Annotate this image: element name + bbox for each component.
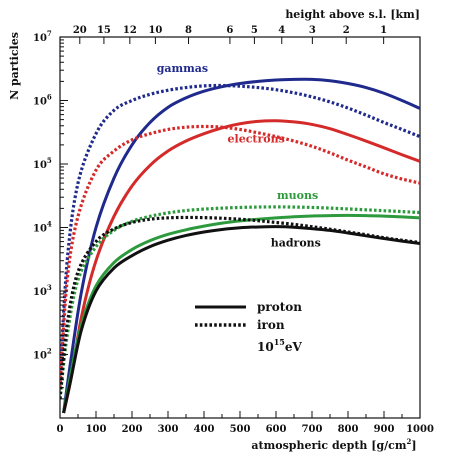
x-tick-label: 800 (338, 424, 359, 435)
y-tick-base: 10 (33, 351, 47, 362)
y-tick-label: 105 (33, 156, 52, 171)
top-tick-label: 4 (278, 25, 285, 36)
y-tick-base: 10 (33, 287, 47, 298)
x-axis-title: atmospheric depth [g/cm2] (251, 437, 416, 452)
series-line-electrons-proton (62, 119, 420, 414)
x-tick-label: 400 (194, 424, 215, 435)
top-axis-title: height above s.l. [km] (285, 8, 420, 21)
legend-energy-unit: eV (285, 340, 303, 354)
top-tick-label: 5 (251, 25, 258, 36)
top-tick-label: 1 (380, 25, 387, 36)
y-tick-base: 10 (33, 224, 47, 235)
top-tick-label: 12 (123, 25, 137, 36)
top-tick-label: 2 (343, 25, 350, 36)
y-tick-label: 103 (33, 283, 52, 298)
y-tick-base: 10 (33, 33, 47, 44)
y-tick-exp: 5 (47, 156, 52, 165)
series-line-gammas-iron (60, 83, 420, 380)
x-axis-title-suffix: ] (411, 439, 416, 452)
y-tick-base: 10 (33, 97, 47, 108)
x-tick-label: 600 (266, 424, 287, 435)
y-tick-exp: 7 (47, 29, 52, 38)
top-tick-label: 15 (97, 25, 111, 36)
y-tick-label: 102 (33, 347, 52, 362)
x-tick-label: 200 (122, 424, 143, 435)
legend-energy-exp: 15 (274, 337, 285, 347)
series-group (60, 77, 420, 414)
top-tick-label: 8 (185, 25, 192, 36)
legend-energy-base: 10 (257, 340, 274, 354)
top-tick-label: 10 (148, 25, 162, 36)
series-line-muons-iron (60, 205, 420, 400)
y-tick-base: 10 (33, 160, 47, 171)
x-axis-title-unit: g/cm (376, 439, 406, 452)
legend-label-iron: iron (257, 318, 285, 332)
y-tick-label: 104 (33, 220, 52, 235)
x-tick-label: 700 (302, 424, 323, 435)
x-axis-title-prefix: atmospheric depth [ (251, 439, 376, 452)
series-line-hadrons-proton (62, 225, 420, 414)
x-tick-label: 0 (57, 424, 64, 435)
x-axis-title-sup: 2 (407, 437, 412, 446)
annotation-muons: muons (277, 189, 318, 202)
x-tick-label: 100 (86, 424, 107, 435)
y-tick-label: 106 (33, 93, 52, 108)
y-tick-exp: 2 (47, 347, 52, 356)
x-tick-label: 1000 (406, 424, 434, 435)
annotation-gammas: gammas (157, 62, 208, 75)
annotation-hadrons: hadrons (271, 237, 321, 250)
y-tick-exp: 6 (47, 93, 52, 102)
series-line-hadrons-iron (60, 215, 420, 400)
x-tick-label: 300 (158, 424, 179, 435)
series-line-electrons-iron (60, 124, 420, 388)
annotation-electrons: electrons (228, 132, 285, 145)
legend-label-proton: proton (257, 300, 302, 314)
legend-energy: 1015eV (257, 337, 302, 354)
top-tick-label: 3 (309, 25, 316, 36)
top-tick-label: 6 (226, 25, 233, 36)
series-line-muons-proton (62, 213, 420, 414)
y-axis-title: N particles (8, 32, 21, 100)
top-tick-label: 20 (73, 25, 87, 36)
x-tick-label: 500 (230, 424, 251, 435)
y-tick-label: 107 (33, 29, 52, 44)
y-tick-exp: 4 (47, 220, 52, 229)
y-tick-exp: 3 (47, 283, 52, 292)
x-tick-label: 900 (374, 424, 395, 435)
